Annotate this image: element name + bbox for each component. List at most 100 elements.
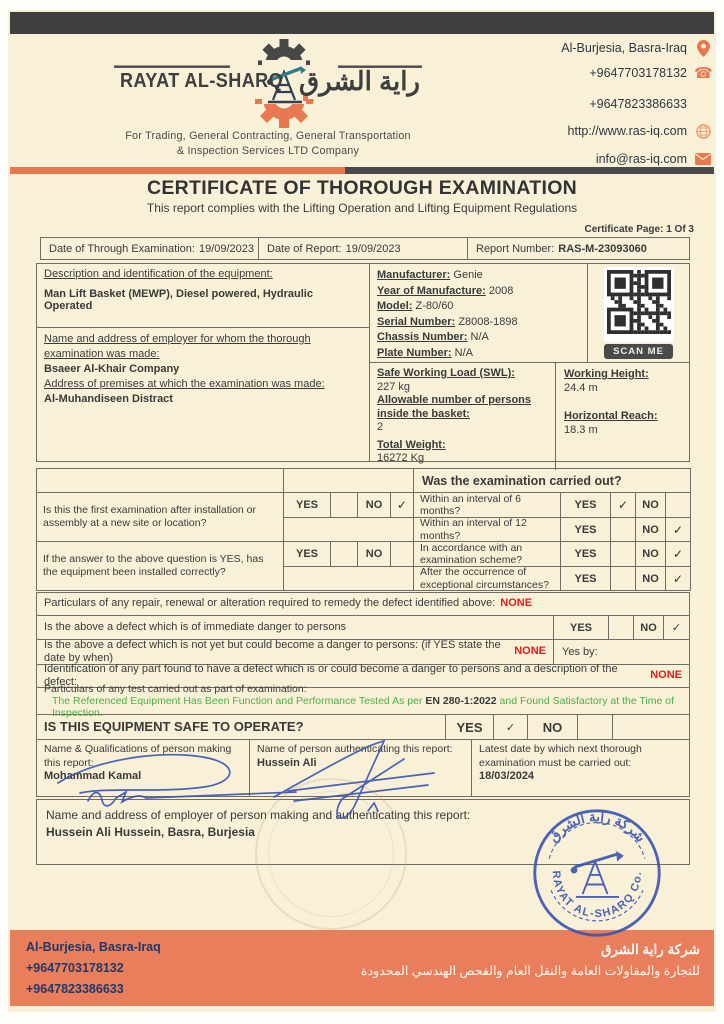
plate-value: N/A	[454, 346, 473, 359]
manufacturer-info-cell: Manufacturer: Genie Year of Manufacture:…	[370, 264, 588, 362]
exam-date-cell: Date of Through Examination: 19/09/2023	[41, 238, 259, 259]
company-stamp: شركة راية الشرق RAYAT AL-SHARQ Co.	[533, 809, 661, 937]
contact-phone1: +9647703178132 ☎	[502, 63, 712, 83]
gear-bottom-icon	[255, 99, 313, 128]
yes-by-cell: Yes by:	[553, 640, 689, 664]
repair-label: Particulars of any repair, renewal or al…	[44, 597, 496, 610]
contact-website: http://www.ras-iq.com	[502, 121, 712, 141]
manufacturer-label: Manufacturer:	[377, 269, 451, 281]
footer-contact: Al-Burjesia, Basra-Iraq +9647703178132 +…	[26, 937, 161, 1000]
authenticator-label: Name of person authenticating this repor…	[257, 743, 453, 755]
equipment-table: Description and identification of the eq…	[36, 263, 690, 470]
equipment-description-value: Man Lift Basket (MEWP), Diesel powered, …	[44, 288, 313, 312]
logo-left-line	[114, 65, 230, 68]
swl-label: Safe Working Load (SWL):	[377, 367, 515, 379]
safe-no-label: NO	[527, 715, 577, 739]
horizontal-reach-label: Horizontal Reach:	[564, 410, 658, 422]
r2-yes-label: YES	[561, 518, 611, 542]
stamp-pumpjack-icon	[570, 850, 624, 898]
maker-cell: Name & Qualifications of person making t…	[37, 740, 249, 796]
footer-arabic-line2: للتجارة والمقاولات العامة والنقل العام و…	[361, 964, 700, 978]
report-number-label: Report Number:	[476, 242, 555, 255]
report-date-value: 19/09/2023	[345, 242, 401, 255]
r3-yes-label: YES	[561, 542, 611, 567]
exam-employer-value: Bsaeer Al-Khair Company	[44, 363, 180, 375]
maker-name: Mohammad Kamal	[44, 770, 142, 782]
interval-6-months: Within an interval of 6 months?	[414, 493, 561, 518]
immediate-yes-check	[608, 616, 633, 639]
authenticator-name: Hussein Ali	[257, 756, 317, 769]
manufacturer-value: Genie	[453, 269, 483, 281]
safe-yes-label: YES	[445, 715, 493, 739]
exam-employer-label: Name and address of employer for whom th…	[44, 333, 311, 360]
stamp-arabic-text: شركة راية الشرق	[546, 809, 649, 845]
contact-address: Al-Burjesia, Basra-Iraq	[502, 38, 712, 58]
embossed-watermark	[255, 778, 407, 930]
report-number-cell: Report Number: RAS-M-23093060	[468, 238, 689, 259]
r3-no-label: NO	[636, 542, 666, 567]
repair-value: NONE	[500, 597, 533, 610]
report-date-label: Date of Report:	[267, 242, 342, 255]
plate-label: Plate Number:	[377, 346, 452, 359]
company-name-en: RAYAT AL-SHARQ	[120, 70, 283, 92]
r4-yes-label: YES	[561, 567, 611, 591]
r1-yes-label: YES	[561, 493, 611, 518]
total-weight-value: 16272 Kg	[377, 452, 425, 464]
identification-value: NONE	[650, 669, 682, 682]
premises-value: Al-Muhandiseen Distract	[44, 393, 173, 405]
page-number-label: Certificate Page: 1 Of 3	[584, 224, 694, 235]
top-dark-bar	[10, 12, 714, 34]
next-exam-date: 18/03/2024	[479, 770, 535, 782]
location-pin-icon	[694, 39, 712, 57]
pumpjack-icon	[267, 66, 306, 104]
report-date-cell: Date of Report: 19/09/2023	[259, 238, 468, 259]
year-value: 2008	[488, 284, 514, 297]
q2-no-label: NO	[358, 542, 391, 567]
year-label: Year of Manufacture:	[377, 284, 486, 297]
r2-no-label: NO	[636, 518, 666, 542]
serial-value: Z8008-1898	[458, 315, 518, 328]
chassis-label: Chassis Number:	[377, 331, 468, 343]
company-logo: RAYAT AL-SHARQ راية الشرق	[114, 39, 422, 128]
logo-right-line	[338, 65, 422, 68]
model-label: Model:	[377, 300, 413, 312]
safe-to-operate-row: IS THIS EQUIPMENT SAFE TO OPERATE? YES ✓…	[36, 714, 690, 740]
test-result-text-2: and Found Satisfactory at the Time of In…	[52, 695, 675, 719]
equipment-description-cell: Description and identification of the eq…	[37, 264, 369, 328]
q1-no-check: ✓	[391, 493, 414, 518]
q2-yes-check	[331, 542, 358, 567]
r1-no-label: NO	[636, 493, 666, 518]
contact-phone2: +9647823386633	[502, 94, 712, 114]
accent-bar-left	[10, 167, 345, 174]
q1-yes-label: YES	[284, 493, 331, 518]
qr-code	[603, 267, 674, 342]
qr-cell: SCAN ME	[588, 264, 689, 362]
footer-address: Al-Burjesia, Basra-Iraq	[26, 940, 161, 954]
exam-carried-out-header: Was the examination carried out?	[414, 469, 691, 493]
could-become-row: Is the above a defect which is not yet b…	[36, 639, 690, 665]
interval-12-months: Within an interval of 12 months?	[414, 517, 561, 542]
report-employer-value: Hussein Ali Hussein, Basra, Burjesia	[46, 825, 255, 839]
q1-yes-check	[331, 493, 358, 518]
q2-yes-label: YES	[284, 542, 331, 567]
scan-me-label: SCAN ME	[604, 344, 673, 359]
swl-cell: Safe Working Load (SWL): 227 kg Allowabl…	[370, 363, 556, 470]
r3-yes-check	[611, 542, 636, 567]
immediate-danger-row: Is the above a defect which is of immedi…	[36, 615, 690, 640]
report-employer-label: Name and address of employer of person m…	[46, 808, 471, 822]
footer-bar: Al-Burjesia, Basra-Iraq +9647703178132 +…	[10, 930, 714, 1006]
test-result-text-1: The Referenced Equipment Has Been Functi…	[52, 695, 423, 707]
r3-no-check: ✓	[666, 542, 691, 567]
horizontal-reach-value: 18.3 m	[564, 424, 598, 436]
employer-premises-cell: Name and address of employer for whom th…	[37, 328, 369, 461]
report-number-value: RAS-M-23093060	[558, 242, 647, 255]
immediate-yes-label: YES	[553, 616, 608, 639]
exam-question-2: If the answer to the above question is Y…	[37, 542, 284, 591]
stamp-english-text: RAYAT AL-SHARQ Co.	[550, 870, 644, 920]
immediate-no-label: NO	[633, 616, 663, 639]
accent-bar-right	[345, 167, 714, 174]
examination-table: Was the examination carried out? Is this…	[36, 468, 691, 591]
immediate-danger-label: Is the above a defect which is of immedi…	[44, 620, 347, 633]
immediate-no-check: ✓	[663, 616, 689, 639]
